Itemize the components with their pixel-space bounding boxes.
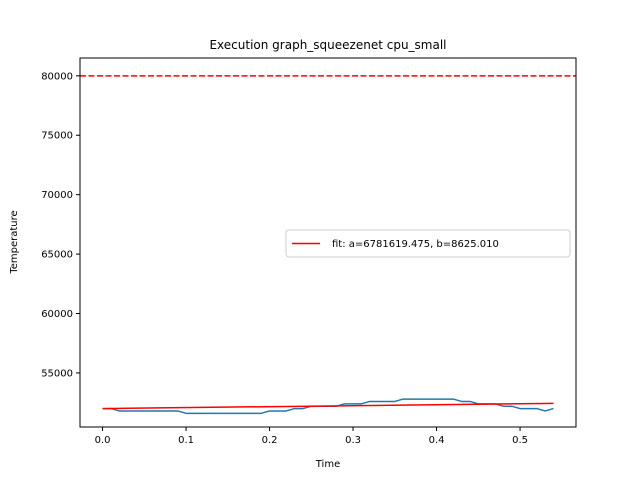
- x-tick-label: 0.3: [345, 435, 361, 446]
- x-tick-label: 0.5: [512, 435, 528, 446]
- y-tick-label: 60000: [41, 309, 73, 320]
- series-line-fit: [102, 402, 554, 410]
- x-tick-label: 0.2: [262, 435, 278, 446]
- legend-frame: [285, 229, 571, 258]
- y-axis-label: Temperature: [9, 210, 20, 274]
- y-tick-label: 70000: [41, 190, 73, 201]
- y-tick-label: 75000: [41, 131, 73, 142]
- series-layer: [80, 75, 576, 415]
- chart-title: Execution graph_squeezenet cpu_small: [209, 38, 446, 52]
- x-tick-label: 0.4: [429, 435, 445, 446]
- x-axis: 0.0 0.1 0.2 0.3 0.4 0.5: [95, 427, 528, 446]
- legend: fit: a=6781619.475, b=8625.010: [285, 229, 571, 258]
- x-tick-label: 0.1: [178, 435, 194, 446]
- x-axis-label: Time: [315, 459, 340, 470]
- legend-entry-fit: fit: a=6781619.475, b=8625.010: [332, 239, 499, 250]
- y-axis: 55000 60000 65000 70000 75000 80000: [41, 71, 80, 379]
- plot-area: [79, 57, 577, 428]
- y-tick-label: 65000: [41, 250, 73, 261]
- plot-frame: [79, 57, 577, 428]
- y-tick-label: 55000: [41, 368, 73, 379]
- y-tick-label: 80000: [41, 71, 73, 82]
- x-tick-label: 0.0: [95, 435, 111, 446]
